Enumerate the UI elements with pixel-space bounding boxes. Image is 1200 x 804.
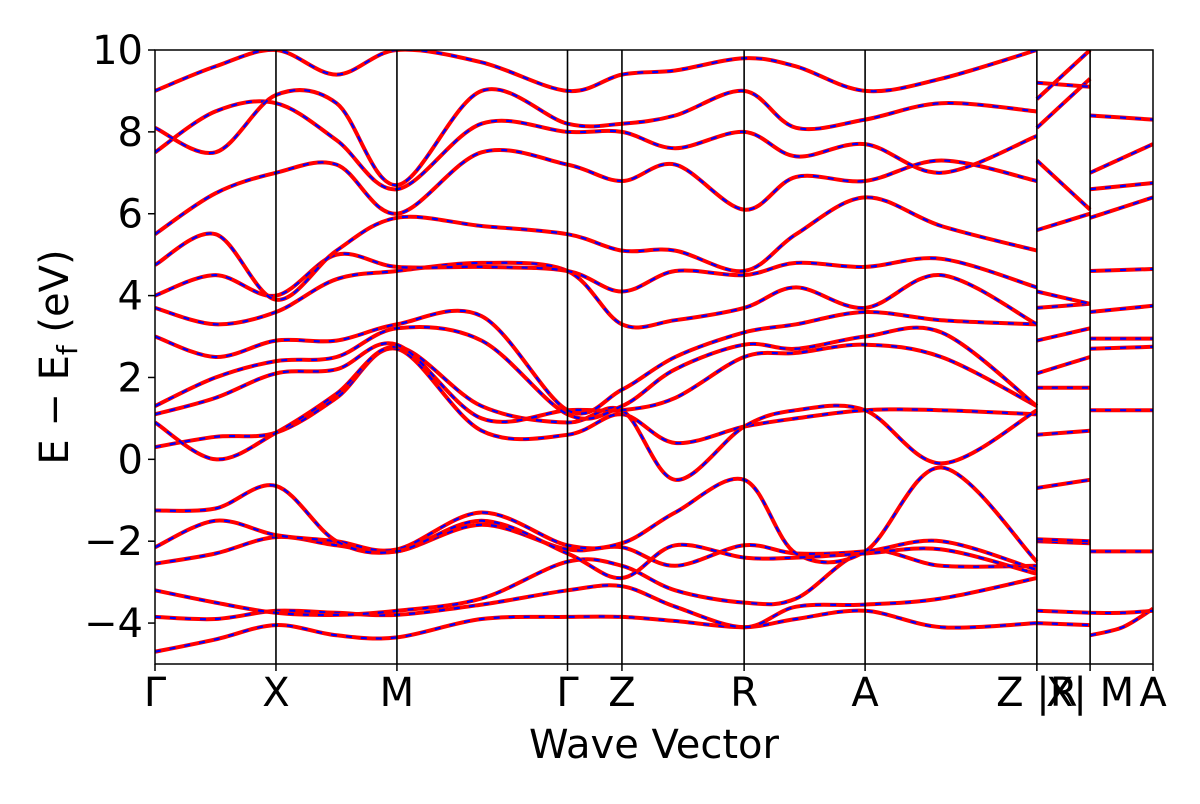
x-tick-label-4: Z (608, 670, 635, 716)
band-line-blue-6 (155, 347, 1091, 449)
y-axis-ticks: −4 −2 0 2 4 6 8 10 (84, 28, 155, 647)
plot-frame (154, 49, 1154, 665)
bands-layer (155, 50, 1153, 654)
band-line-red-13 (155, 195, 1153, 302)
x-tick-label-1: X (262, 670, 289, 716)
y-tick-label-0: −4 (84, 601, 143, 647)
y-tick-label-2: 0 (118, 437, 143, 483)
x-tick-label-0: Γ (144, 670, 167, 716)
y-tick-label-3: 2 (118, 355, 143, 401)
band-line-blue-10 (155, 309, 1153, 415)
x-tick-label-3: Γ (556, 670, 579, 716)
band-line-blue-15 (155, 77, 1153, 191)
y-tick-label-6: 8 (118, 110, 143, 156)
y-tick-label-1: −2 (84, 519, 143, 565)
band-line-blue-12 (155, 252, 1153, 305)
y-axis-title-main: E − E (32, 355, 78, 465)
x-tick-label-8: X| M (1046, 670, 1134, 716)
x-tick-label-6: A (851, 670, 879, 716)
band-line-blue-3 (155, 523, 1091, 571)
band-line-blue-14 (155, 148, 1153, 236)
y-axis-title: E − Ef (eV) (32, 249, 84, 464)
band-line-blue-9 (155, 325, 1153, 420)
y-tick-label-7: 10 (92, 28, 143, 74)
band-line-blue-7 (155, 345, 1038, 481)
y-axis-title-unit: (eV) (32, 249, 78, 345)
x-tick-label-7: Z |R (996, 670, 1077, 716)
band-line-blue-13 (155, 196, 1153, 301)
y-tick-label-5: 6 (118, 192, 143, 238)
y-tick-label-4: 4 (118, 274, 143, 320)
x-tick-label-9: A (1139, 670, 1167, 716)
y-axis-title-sub: f (51, 344, 84, 355)
band-line-red-2 (155, 539, 1153, 617)
x-tick-label-2: M (380, 670, 415, 716)
band-line-blue-2 (155, 540, 1153, 617)
x-tick-label-5: R (730, 670, 758, 716)
band-line-blue-4 (155, 466, 1091, 564)
x-axis-title: Wave Vector (529, 722, 780, 768)
band-line-red-14 (155, 147, 1153, 236)
kpoint-lines (275, 50, 1091, 664)
band-line-blue-17 (155, 50, 1091, 100)
band-line-red-11 (155, 260, 1153, 330)
